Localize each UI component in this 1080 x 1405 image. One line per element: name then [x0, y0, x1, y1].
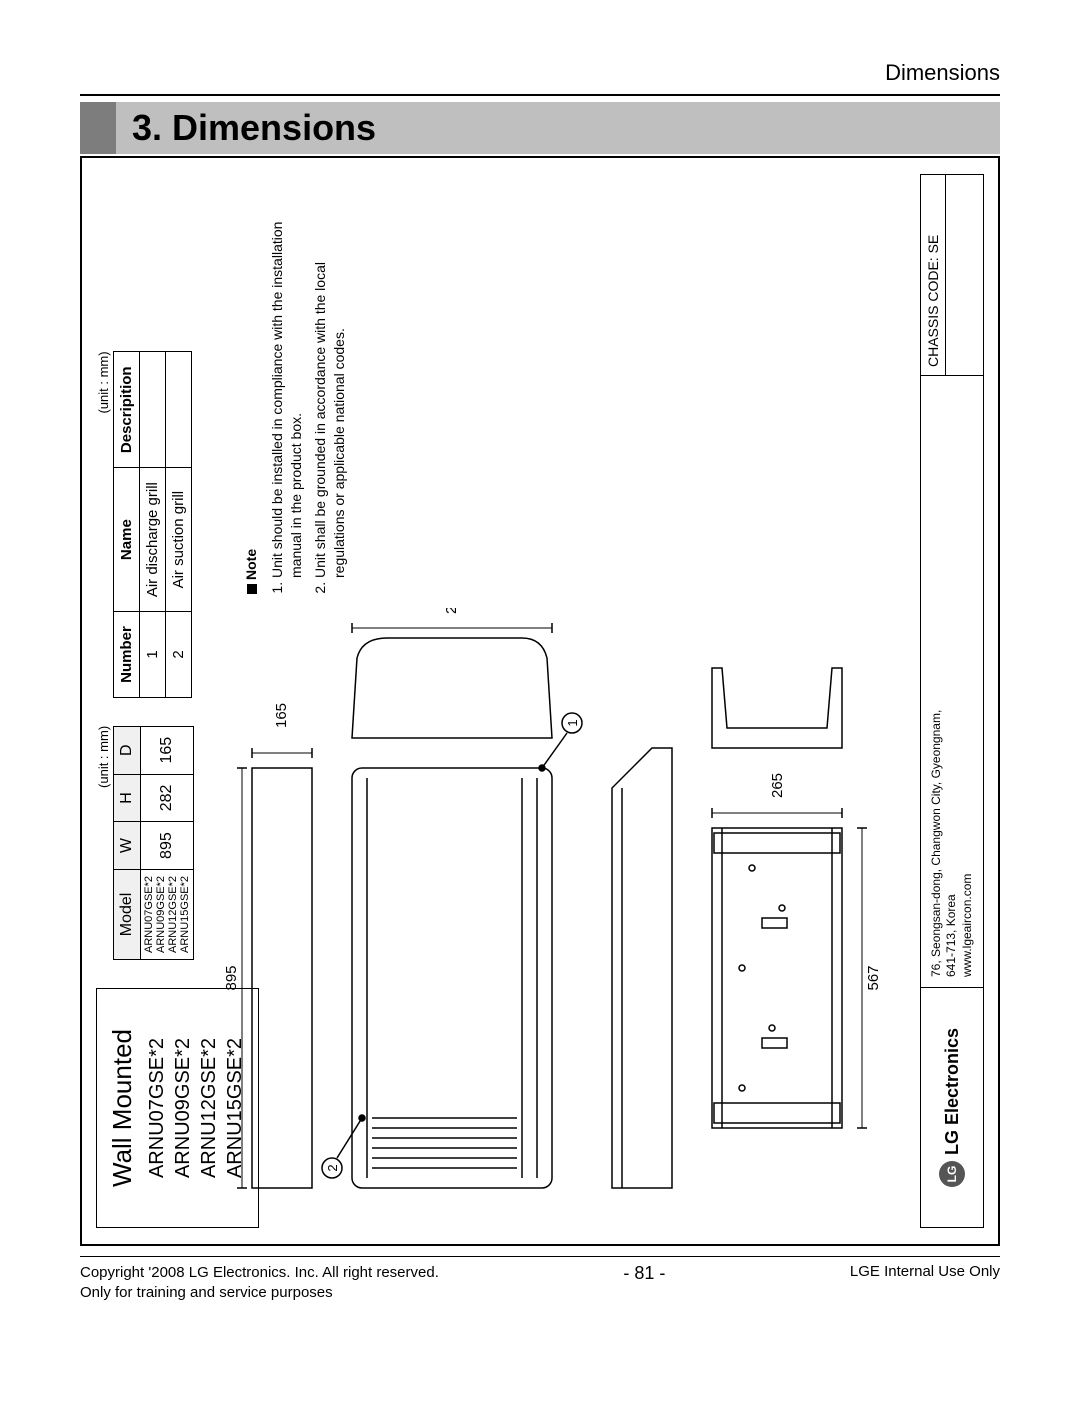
drawing-svg: 895 165 — [222, 608, 882, 1228]
val-w: 895 — [141, 822, 194, 870]
page-footer: Copyright '2008 LG Electronics. Inc. All… — [80, 1256, 1000, 1302]
page-number: - 81 - — [623, 1263, 665, 1302]
col-model: Model — [114, 869, 141, 959]
val-h: 282 — [141, 774, 194, 822]
technical-drawings: 895 165 — [222, 608, 887, 1228]
square-bullet-icon — [247, 584, 257, 594]
copyright: Copyright '2008 LG Electronics. Inc. All… — [80, 1263, 439, 1302]
model-item: ARNU12GSE*2 — [196, 1029, 222, 1187]
cell-name: Air discharge grill — [140, 468, 166, 612]
dim-165: 165 — [273, 703, 290, 728]
blank — [946, 175, 983, 375]
section-title: 3. Dimensions — [116, 107, 376, 149]
note-list: Unit should be installed in compliance w… — [268, 194, 350, 594]
parts-table: Number Name Descripition 1 Air discharge… — [113, 351, 192, 697]
col-w: W — [114, 822, 141, 870]
m: ARNU09GSE*2 — [155, 876, 167, 953]
unit-note: (unit : mm) — [96, 351, 111, 697]
dim-567: 567 — [865, 965, 882, 990]
dim-895: 895 — [223, 965, 240, 990]
company-address: 76, Seongsan-dong, Changwon City, Gyeong… — [921, 375, 983, 987]
dim-265: 265 — [769, 773, 786, 798]
dimensions-table: Model W H D ARNU07GSE*2 ARNU09GSE*2 ARNU… — [113, 726, 194, 960]
chassis-code: CHASSIS CODE: SE — [921, 175, 946, 375]
cell-name: Air suction grill — [166, 468, 192, 612]
title-accent — [80, 102, 116, 154]
lg-logo-icon: LG — [939, 1161, 965, 1187]
addr-line: 76, Seongsan-dong, Changwon City, Gyeong… — [929, 386, 945, 977]
spec-footer: LG LG Electronics 76, Seongsan-dong, Cha… — [920, 174, 984, 1228]
spec-sheet-frame: Wall Mounted ARNU07GSE*2 ARNU09GSE*2 ARN… — [80, 156, 1000, 1246]
note-title: Note — [242, 194, 262, 594]
svg-text:1: 1 — [565, 719, 580, 726]
model-item: ARNU09GSE*2 — [170, 1029, 196, 1187]
val-d: 165 — [141, 726, 194, 774]
model-cell: ARNU07GSE*2 ARNU09GSE*2 ARNU12GSE*2 ARNU… — [141, 869, 194, 959]
col-desc: Descripition — [114, 352, 140, 468]
note-item: Unit should be installed in compliance w… — [268, 194, 307, 578]
copyright-line: Copyright '2008 LG Electronics. Inc. All… — [80, 1263, 439, 1283]
chassis-code-box: CHASSIS CODE: SE — [921, 175, 983, 375]
m: ARNU15GSE*2 — [179, 876, 191, 953]
section-title-bar: 3. Dimensions — [80, 102, 1000, 154]
breadcrumb: Dimensions — [80, 60, 1000, 86]
cell-desc — [140, 352, 166, 468]
parts-table-block: (unit : mm) Number Name Descripition 1 A… — [96, 351, 192, 697]
dimensions-table-block: (unit : mm) Model W H D ARNU07GSE*2 ARNU… — [96, 726, 194, 960]
copyright-line: Only for training and service purposes — [80, 1283, 439, 1303]
m: ARNU07GSE*2 — [143, 876, 155, 953]
model-item: ARNU07GSE*2 — [144, 1029, 170, 1187]
unit-note: (unit : mm) — [96, 726, 111, 960]
internal-use: LGE Internal Use Only — [850, 1263, 1000, 1302]
col-h: H — [114, 774, 141, 822]
svg-text:2: 2 — [325, 1164, 340, 1171]
dim-282: 282 — [443, 608, 460, 614]
col-name: Name — [114, 468, 140, 612]
brand-logo: LG LG Electronics — [921, 987, 983, 1227]
cell-desc — [166, 352, 192, 468]
mount-type: Wall Mounted — [107, 1029, 138, 1187]
m: ARNU12GSE*2 — [167, 876, 179, 953]
col-number: Number — [114, 612, 140, 698]
col-d: D — [114, 726, 141, 774]
cell-num: 1 — [140, 612, 166, 698]
cell-num: 2 — [166, 612, 192, 698]
note-title-text: Note — [242, 549, 262, 580]
table-row: 2 Air suction grill — [166, 352, 192, 697]
table-row: 1 Air discharge grill — [140, 352, 166, 697]
addr-line: 641-713, Korea — [944, 386, 960, 977]
note-item: Unit shall be grounded in accordance wit… — [311, 194, 350, 578]
spec-sheet-content: Wall Mounted ARNU07GSE*2 ARNU09GSE*2 ARN… — [82, 158, 998, 1244]
divider — [80, 94, 1000, 96]
note-block: Note Unit should be installed in complia… — [242, 194, 354, 594]
addr-line: www.lgeaircon.com — [960, 386, 976, 977]
brand-name: LG Electronics — [942, 1028, 963, 1155]
